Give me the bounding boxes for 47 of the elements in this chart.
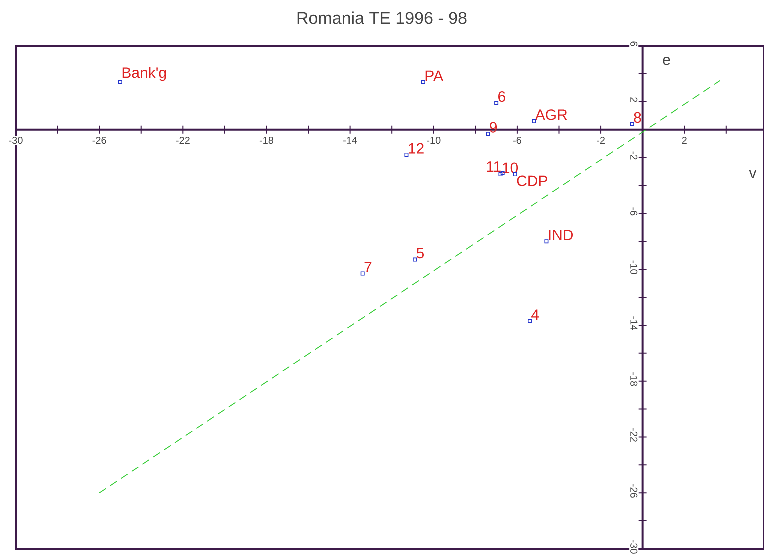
annotation: 8 <box>634 112 642 124</box>
point <box>118 80 122 84</box>
point <box>421 80 426 84</box>
y-axis-title: e <box>663 57 670 66</box>
point <box>528 319 532 324</box>
chart-title: Romania TE 1996 - 98 <box>298 12 467 24</box>
x-axis-title: v <box>749 170 757 178</box>
x-tick-label: -22 <box>176 137 190 144</box>
point <box>360 272 365 276</box>
point <box>413 258 418 262</box>
annotation: IND <box>549 230 574 240</box>
y-tick-label: -26 <box>630 484 638 498</box>
x-tick-label: -30 <box>9 137 23 144</box>
y-tick-label: 6 <box>630 42 638 46</box>
annotation: 4 <box>532 310 540 320</box>
point <box>486 132 490 136</box>
annotation: PA <box>426 70 444 82</box>
x-tick-label: -6 <box>513 137 522 144</box>
x-tick-label: -26 <box>92 137 106 144</box>
y-tick-label: -6 <box>630 208 638 216</box>
y-tick-label: -2 <box>630 152 638 160</box>
annotation: Bank'g <box>122 67 166 82</box>
y-tick-label: -10 <box>630 260 638 274</box>
annotation: AGR <box>535 110 568 120</box>
annotation: 6 <box>498 91 506 102</box>
point <box>544 240 549 244</box>
point <box>532 119 536 124</box>
x-tick-label: -14 <box>344 137 358 144</box>
annotation: 7 <box>364 262 372 273</box>
annotation: CDP <box>517 176 548 186</box>
point <box>404 152 409 157</box>
y-tick-label: -22 <box>630 428 638 442</box>
annotation: 5 <box>416 248 424 259</box>
annotation: 10 <box>503 162 518 174</box>
y-tick-label: 2 <box>630 98 638 102</box>
x-tick-label: -2 <box>597 137 605 144</box>
y-tick-label: -18 <box>630 372 638 386</box>
x-tick-label: -10 <box>427 137 441 144</box>
x-tick-label: -18 <box>260 137 274 144</box>
x-tick-label: 2 <box>682 137 687 144</box>
point <box>630 122 634 126</box>
y-tick-label: -30 <box>630 540 638 554</box>
point <box>494 101 499 106</box>
annotation: 11 <box>487 162 501 172</box>
point <box>498 172 503 177</box>
y-tick-label: -14 <box>630 316 638 330</box>
annotation: 12 <box>409 143 424 154</box>
